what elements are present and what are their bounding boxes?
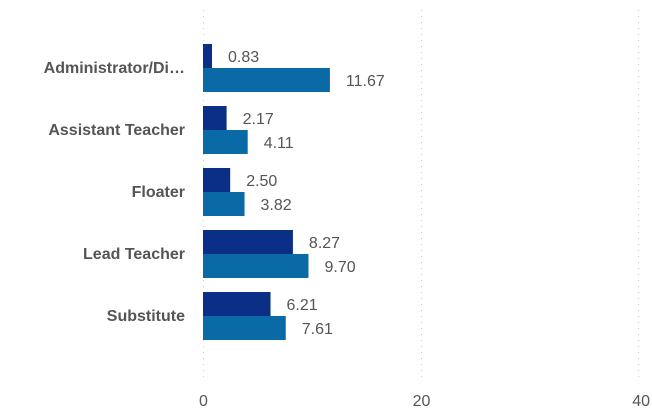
- value-label: 4.11: [264, 135, 294, 152]
- value-label: 2.17: [243, 111, 274, 128]
- value-label: 9.70: [324, 259, 355, 276]
- value-label: 2.50: [246, 173, 277, 190]
- category-label: Floater: [132, 184, 185, 201]
- bar-series1-4: [203, 292, 271, 316]
- bar-series2-4: [203, 316, 286, 340]
- labels: 0 20 40 Administrator/Di… 0.83 11.67 Assistant…: [44, 49, 650, 410]
- category-label: Administrator/Di…: [44, 60, 185, 77]
- bar-series1-3: [203, 230, 293, 254]
- value-label: 11.67: [346, 73, 385, 90]
- x-tick-label: 0: [199, 393, 208, 410]
- category-label: Substitute: [107, 308, 185, 325]
- bar-series1-2: [203, 168, 231, 192]
- bar-series1-0: [203, 44, 213, 68]
- value-label: 7.61: [302, 321, 333, 338]
- x-tick-label: 40: [632, 393, 650, 410]
- value-label: 0.83: [228, 49, 259, 66]
- bar-series2-3: [203, 254, 309, 278]
- bars: [203, 44, 330, 340]
- x-tick-label: 20: [413, 393, 431, 410]
- bar-series2-0: [203, 68, 330, 92]
- bar-series1-1: [203, 106, 227, 130]
- category-label: Assistant Teacher: [48, 122, 185, 139]
- bar-series2-1: [203, 130, 248, 154]
- category-label: Lead Teacher: [83, 246, 185, 263]
- bar-series2-2: [203, 192, 245, 216]
- value-label: 8.27: [309, 235, 340, 252]
- value-label: 6.21: [287, 297, 318, 314]
- value-label: 3.82: [261, 197, 292, 214]
